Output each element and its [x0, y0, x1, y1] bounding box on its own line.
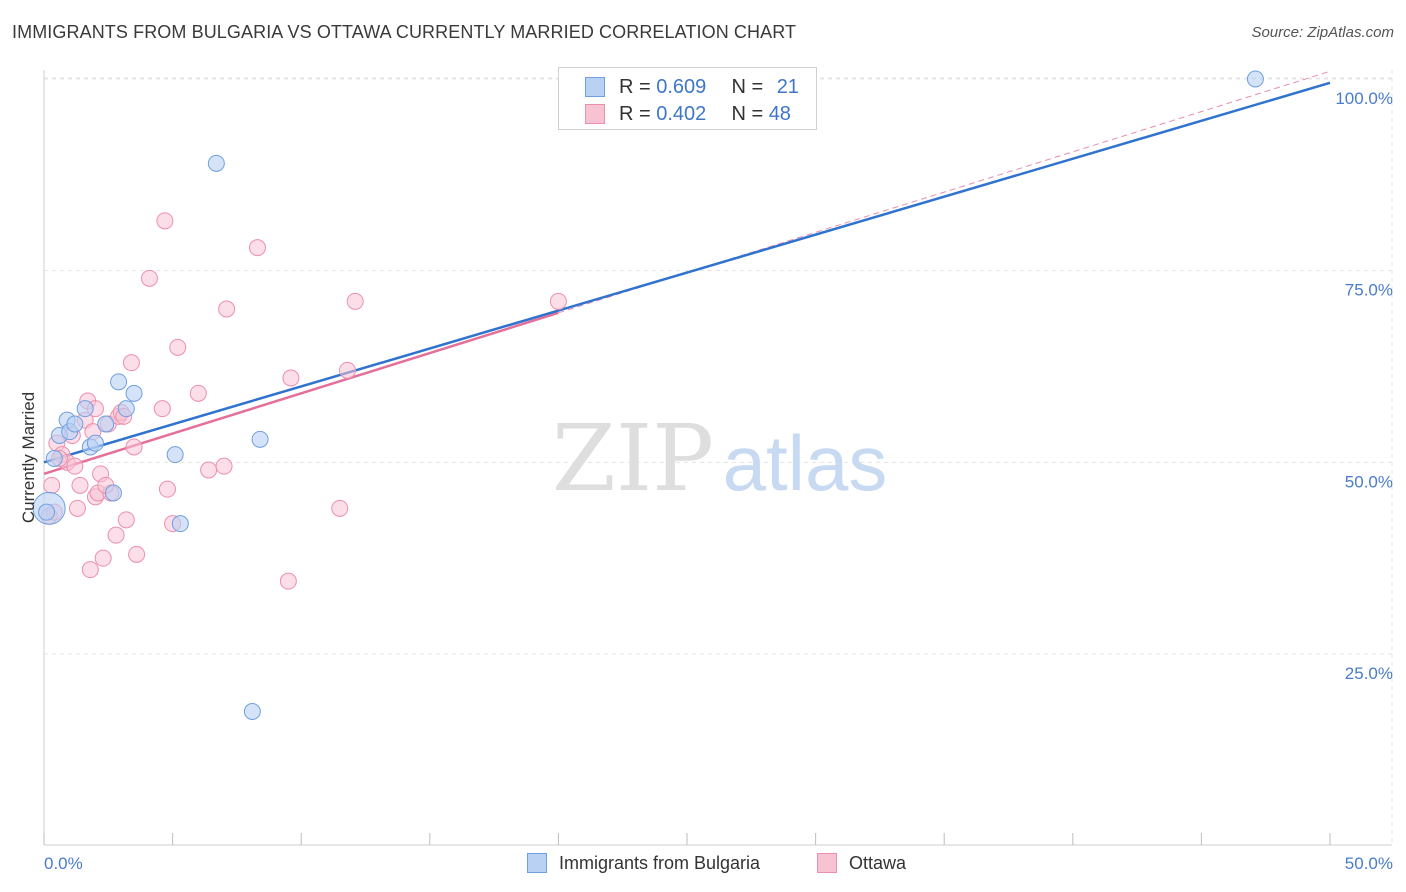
y-tick-label: 25.0% [1345, 664, 1393, 683]
watermark-atlas: atlas [723, 419, 888, 507]
ottawa-point [81, 561, 99, 579]
bulgaria-point [251, 430, 269, 448]
source-credit: Source: ZipAtlas.com [1251, 24, 1394, 41]
ottawa-point [71, 476, 89, 494]
ottawa-point [248, 239, 266, 257]
ottawa-point [43, 476, 61, 494]
ottawa-point [189, 384, 207, 402]
bulgaria-trendline [43, 81, 1331, 464]
correlation-legend: R = 0.609 N = 21 R = 0.402 N = 48 [558, 67, 817, 130]
bulgaria-point [66, 415, 84, 433]
watermark: ZIP atlas [552, 405, 887, 512]
y-tick-label: 50.0% [1345, 472, 1393, 491]
n-value-ottawa: 48 [768, 103, 791, 125]
tick-labels: 25.0% 50.0% 75.0% 100.0% 0.0% 50.0% [44, 89, 1393, 873]
bulgaria-point [104, 484, 122, 502]
ottawa-point [279, 572, 297, 590]
legend-label-bulgaria: Immigrants from Bulgaria [559, 853, 761, 873]
r-value-ottawa: 0.402 [656, 103, 707, 125]
bulgaria-point [97, 415, 115, 433]
bulgaria-point [125, 384, 143, 402]
ottawa-point [117, 511, 135, 529]
y-tick-label: 100.0% [1335, 89, 1393, 108]
bulgaria-point [76, 400, 94, 418]
ottawa-point [218, 300, 236, 318]
bulgaria-point [171, 515, 189, 533]
bulgaria-point [86, 434, 104, 452]
n-label: N = [731, 76, 769, 98]
legend-swatch-blue [585, 77, 605, 97]
bulgaria-points [32, 70, 1264, 720]
ottawa-point [140, 269, 158, 287]
legend-swatch-pink [585, 104, 605, 124]
r-value-bulgaria: 0.609 [656, 76, 707, 98]
ottawa-point [125, 438, 143, 456]
ottawa-point [107, 526, 125, 544]
ottawa-point [169, 338, 187, 356]
ottawa-point [282, 369, 300, 387]
ottawa-points [40, 212, 567, 590]
ottawa-point [153, 400, 171, 418]
legend-swatch-ottawa [817, 853, 837, 873]
legend-label-ottawa: Ottawa [849, 853, 907, 873]
r-label: R = [619, 76, 657, 98]
ottawa-point [156, 212, 174, 230]
bulgaria-point [117, 400, 135, 418]
x-tick-label-min: 0.0% [44, 854, 83, 873]
ottawa-point [158, 480, 176, 498]
ottawa-point [549, 292, 567, 310]
ottawa-point [66, 457, 84, 475]
legend-swatch-bulgaria [527, 853, 547, 873]
bulgaria-point [38, 503, 56, 521]
bulgaria-point [1246, 70, 1264, 88]
bulgaria-point [110, 373, 128, 391]
n-value-bulgaria: 21 [776, 76, 799, 98]
x-tick-label-max: 50.0% [1345, 854, 1393, 873]
y-axis-label: Currently Married [19, 392, 38, 523]
bulgaria-point [45, 450, 63, 467]
ottawa-trendline [43, 311, 559, 476]
ottawa-point [331, 499, 349, 517]
ottawa-point [128, 545, 146, 563]
r-label: R = [619, 103, 657, 125]
ottawa-point [94, 549, 112, 567]
ottawa-point [122, 354, 140, 372]
ottawa-point [200, 461, 218, 479]
ottawa-point [338, 361, 356, 379]
bulgaria-point [243, 703, 261, 720]
grid-lines [44, 70, 1393, 845]
ottawa-point [215, 457, 233, 475]
ottawa-point [68, 499, 86, 517]
bulgaria-point [207, 154, 225, 172]
y-tick-label: 75.0% [1345, 281, 1393, 300]
bulgaria-point [166, 446, 184, 464]
n-label: N = [731, 103, 769, 125]
watermark-zip: ZIP [552, 405, 714, 512]
ottawa-point [346, 292, 364, 310]
axes [43, 70, 1392, 846]
chart-title: IMMIGRANTS FROM BULGARIA VS OTTAWA CURRE… [12, 22, 797, 42]
